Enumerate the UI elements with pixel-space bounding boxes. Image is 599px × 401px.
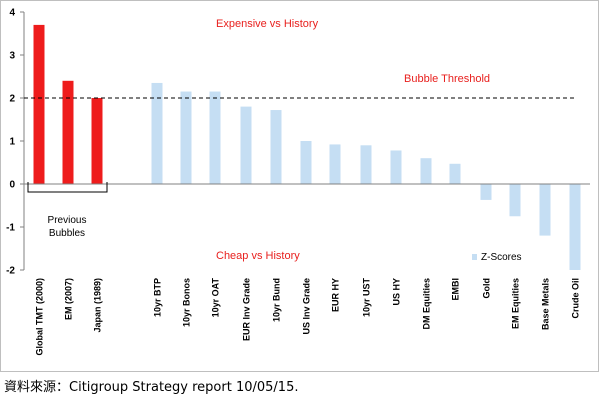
x-tick-label: EUR HY (331, 278, 341, 312)
bubble-threshold-label: Bubble Threshold (404, 73, 490, 85)
y-axis-ticks: -2 -1 0 1 2 3 4 (6, 8, 24, 277)
bar (33, 24, 45, 185)
cheap-annotation: Cheap vs History (216, 250, 300, 262)
x-tick-label: US Inv Grade (302, 278, 312, 335)
x-tick-label: 10yr Bund (272, 278, 282, 322)
bar (480, 184, 492, 200)
legend-swatch (472, 254, 477, 260)
bar (151, 82, 163, 184)
bar (300, 141, 312, 184)
bar (390, 150, 402, 184)
bars-layer (33, 24, 581, 270)
bar (91, 98, 103, 184)
x-tick-label: 10yr OAT (211, 278, 221, 318)
x-tick-label: EM Equities (511, 278, 521, 329)
x-tick-label: DM Equities (422, 278, 432, 330)
expensive-annotation: Expensive vs History (216, 18, 319, 30)
bar (240, 106, 252, 184)
x-tick-label: Crude Oil (571, 278, 581, 319)
x-tick-label: EUR Inv Grade (242, 278, 252, 341)
bar (62, 80, 74, 184)
y-tick-label: 2 (9, 94, 15, 105)
x-tick-label: US HY (392, 278, 402, 306)
bar (509, 184, 521, 217)
bracket-label-line1: Previous (48, 215, 87, 226)
bar (329, 144, 341, 184)
y-tick-label: 4 (9, 8, 15, 19)
bar (539, 184, 551, 236)
x-tick-label: EM (2007) (64, 278, 74, 320)
bar (449, 163, 461, 184)
bar (360, 145, 372, 184)
bracket-line (27, 182, 108, 193)
bar (420, 158, 432, 184)
previous-bubbles-bracket: Previous Bubbles (27, 182, 108, 239)
bar (209, 91, 221, 184)
x-tick-label: 10yr Bonos (182, 278, 192, 327)
source-note: 資料來源：Citigroup Strategy report 10/05/15. (4, 380, 299, 395)
legend: Z-Scores (472, 252, 522, 263)
x-tick-label: 10yr BTP (153, 278, 163, 317)
x-tick-label: 10yr UST (362, 278, 372, 318)
bracket-label-line2: Bubbles (49, 228, 85, 239)
bar (569, 184, 581, 270)
x-tick-label: Global TMT (2000) (35, 278, 45, 356)
legend-label: Z-Scores (481, 252, 522, 263)
bar (270, 110, 282, 184)
x-tick-label: Japan (1989) (93, 278, 103, 333)
y-tick-label: 0 (9, 180, 15, 191)
chart-frame (0, 0, 599, 372)
y-tick-label: 3 (9, 51, 15, 62)
y-tick-label: -2 (6, 266, 15, 277)
x-tick-label: EMBI (451, 278, 461, 301)
x-tick-label: Base Metals (541, 278, 551, 330)
x-axis-labels: Global TMT (2000) EM (2007) Japan (1989) 10… (35, 278, 581, 356)
bar (180, 91, 192, 184)
x-tick-label: Gold (482, 278, 492, 299)
y-tick-label: -1 (6, 223, 15, 234)
y-tick-label: 1 (9, 137, 15, 148)
